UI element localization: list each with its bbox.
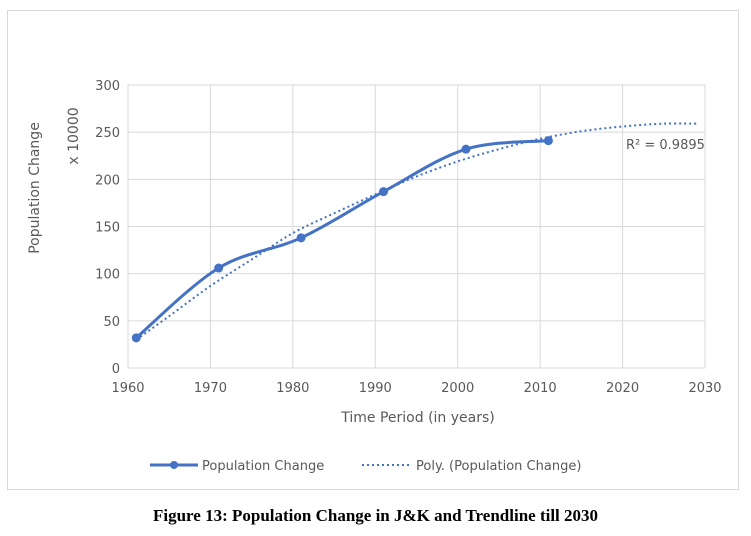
x-axis-title: Time Period (in years)	[340, 410, 494, 426]
series-layer	[131, 122, 697, 343]
legend-label-actual: Population Change	[202, 459, 324, 474]
y-tick-label: 0	[112, 362, 120, 377]
y-axis-unit-label: x 10000	[66, 107, 82, 164]
x-tick-label: 1960	[111, 381, 144, 396]
data-point-1981	[296, 233, 306, 243]
y-axis-ticks: 0 50 100 150 200 250 300	[95, 79, 120, 377]
x-tick-label: 2010	[524, 381, 557, 396]
y-tick-label: 150	[95, 221, 120, 236]
data-point-1971	[214, 263, 224, 273]
y-tick-label: 100	[95, 268, 120, 283]
y-tick-label: 200	[95, 173, 120, 188]
x-tick-label: 1970	[194, 381, 227, 396]
x-tick-label: 1990	[359, 381, 392, 396]
data-point-2001	[461, 144, 471, 154]
series-population-change	[135, 139, 549, 339]
legend-label-trend: Poly. (Population Change)	[416, 459, 581, 474]
data-point-1961	[131, 333, 141, 343]
y-tick-label: 250	[95, 126, 120, 141]
legend: Population Change Poly. (Population Chan…	[150, 459, 581, 474]
data-point-1991	[379, 187, 389, 197]
r-squared-annotation: R² = 0.9895	[626, 138, 705, 153]
y-tick-label: 50	[103, 315, 120, 330]
x-tick-label: 2030	[688, 381, 721, 396]
x-tick-label: 2000	[441, 381, 474, 396]
y-tick-label: 300	[95, 79, 120, 94]
line-chart: 0 50 100 150 200 250 300 1960 1970 1980 1990 2000 2…	[27, 79, 722, 474]
y-axis-title: Population Change	[27, 122, 43, 254]
x-tick-label: 2020	[606, 381, 639, 396]
x-tick-label: 1980	[276, 381, 309, 396]
figure-caption: Figure 13: Population Change in J&K and …	[152, 506, 599, 525]
x-axis-ticks: 1960 1970 1980 1990 2000 2010 2020 2030	[111, 381, 721, 396]
chart-frame: 0 50 100 150 200 250 300 1960 1970 1980 1990 2000 2…	[7, 10, 739, 490]
legend-marker-actual	[170, 461, 178, 469]
series-trendline	[135, 122, 697, 341]
data-point-2011	[543, 136, 553, 146]
grid-lines	[127, 84, 706, 369]
